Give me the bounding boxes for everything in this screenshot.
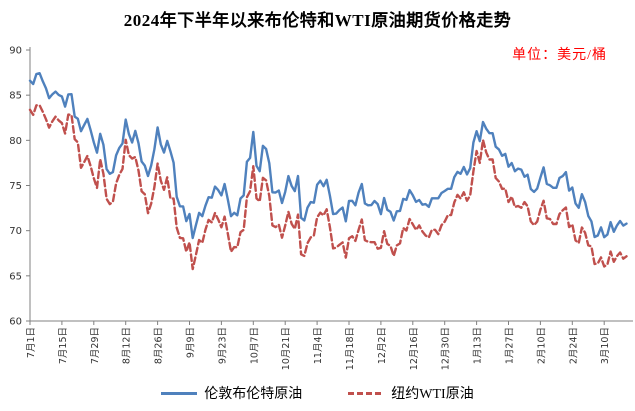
legend-label-wti: 纽约WTI原油 (391, 387, 474, 402)
x-tick-label-3: 8月12日 (122, 327, 133, 364)
y-tick-label: 90 (9, 46, 22, 57)
x-tick-label-8: 10月21日 (281, 327, 292, 370)
x-tick-label-2: 7月29日 (90, 327, 101, 364)
unit-label: 单位：美元/桶 (512, 48, 607, 63)
brent-price-line (28, 72, 628, 240)
y-tick-label: 65 (9, 271, 22, 282)
y-tick-label: 70 (9, 226, 22, 237)
x-tick-label-12: 12月16日 (409, 327, 420, 370)
x-tick-label-11: 12月2日 (377, 327, 388, 364)
chart-title: 2024年下半年以来布伦特和WTI原油期货价格走势 (123, 11, 512, 30)
brent-line-swatch (161, 391, 198, 395)
legend-item-wti: 纽约WTI原油 (348, 383, 474, 403)
y-tick-label: 75 (9, 181, 22, 192)
x-tick-label-6: 9月23日 (217, 327, 228, 364)
y-tick-label: 85 (9, 91, 22, 102)
x-tick-label-17: 2月24日 (568, 327, 579, 364)
x-tick-label-13: 12月30日 (441, 327, 452, 370)
chart-legend: 伦敦布伦特原油 纽约WTI原油 (0, 383, 635, 403)
x-tick-label-15: 1月27日 (505, 327, 516, 364)
wti-price-line (28, 104, 628, 271)
x-tick-label-18: 3月10日 (600, 327, 611, 364)
x-tick-label-14: 1月13日 (473, 327, 484, 364)
x-tick-label-5: 9月9日 (186, 327, 197, 358)
x-tick-label-16: 2月10日 (536, 327, 547, 364)
wti-line-swatch (348, 391, 385, 395)
x-tick-label-4: 8月26日 (154, 327, 165, 364)
x-tick-label-7: 10月7日 (249, 327, 260, 364)
legend-item-brent: 伦敦布伦特原油 (161, 383, 302, 403)
x-tick-label-9: 11月4日 (313, 327, 324, 364)
y-tick-label: 60 (9, 317, 22, 328)
x-tick-label-0: 7月1日 (26, 327, 37, 358)
x-tick-label-10: 11月18日 (345, 327, 356, 370)
legend-label-brent: 伦敦布伦特原油 (204, 387, 303, 402)
y-tick-label: 80 (9, 136, 22, 147)
x-tick-label-1: 7月15日 (58, 327, 69, 364)
